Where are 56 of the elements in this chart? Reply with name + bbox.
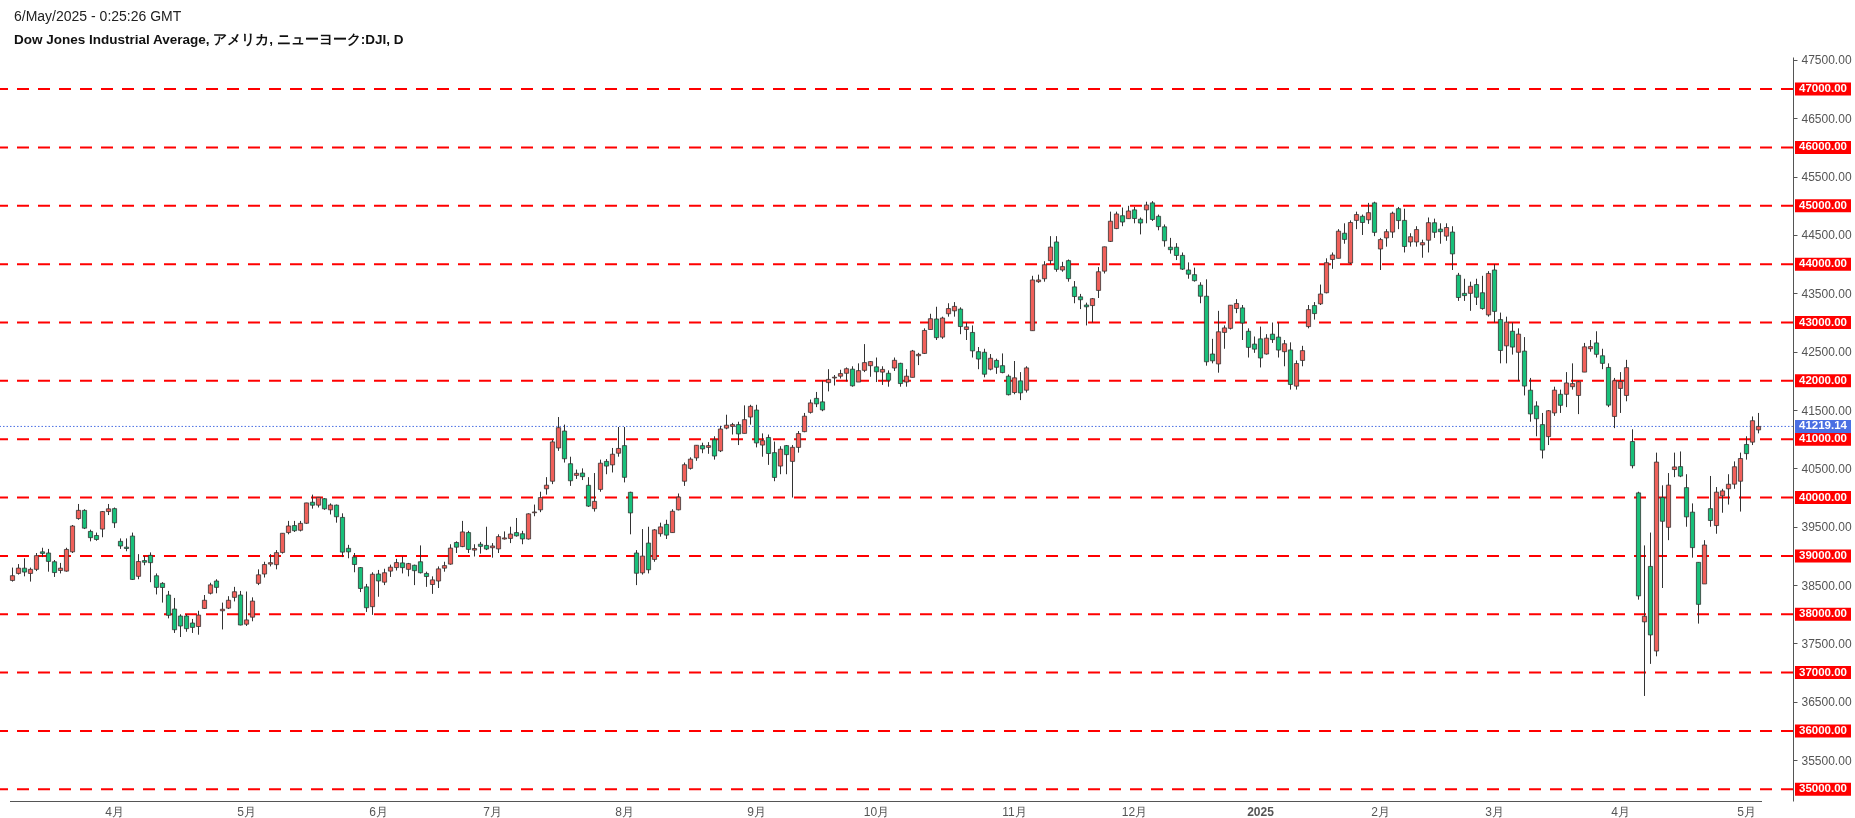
candlestick bbox=[220, 602, 225, 630]
x-tick-label: 2月 bbox=[1371, 804, 1390, 818]
ref-line-label: 47000.00 bbox=[1799, 82, 1847, 95]
ref-line-label: 35000.00 bbox=[1799, 782, 1847, 795]
candlestick bbox=[1300, 345, 1305, 367]
y-tick-label: 44500.00 bbox=[1801, 228, 1852, 243]
x-tick-label: 5月 bbox=[1737, 804, 1756, 818]
candlestick bbox=[1744, 435, 1749, 461]
x-tick-label: 9月 bbox=[747, 804, 766, 818]
y-tick-label: 40500.00 bbox=[1801, 461, 1852, 476]
x-tick-label: 8月 bbox=[615, 804, 634, 818]
y-tick-label: 38500.00 bbox=[1801, 578, 1852, 593]
ref-line-label: 43000.00 bbox=[1799, 315, 1847, 328]
ref-line-label: 41000.00 bbox=[1799, 432, 1847, 445]
x-tick-label: 3月 bbox=[1485, 804, 1504, 818]
y-tick-label: 46500.00 bbox=[1801, 111, 1852, 126]
ref-line-label: 45000.00 bbox=[1799, 198, 1847, 211]
ref-line-label: 36000.00 bbox=[1799, 723, 1847, 736]
candlestick bbox=[1042, 260, 1047, 283]
text: 6/May/2025 - 0:25:26 GMT bbox=[14, 8, 182, 24]
ref-line-label: 44000.00 bbox=[1799, 257, 1847, 270]
candlestick bbox=[826, 368, 831, 392]
x-tick-label: 6月 bbox=[369, 804, 388, 818]
ref-line-label: 37000.00 bbox=[1799, 665, 1847, 678]
y-tick-label: 42500.00 bbox=[1801, 345, 1852, 360]
ref-line-label: 38000.00 bbox=[1799, 607, 1847, 620]
y-tick-label: 39500.00 bbox=[1801, 520, 1852, 535]
y-tick-label: 43500.00 bbox=[1801, 286, 1852, 301]
y-tick-label: 41500.00 bbox=[1801, 403, 1852, 418]
y-tick-label: 36500.00 bbox=[1801, 695, 1852, 710]
candlestick bbox=[628, 491, 633, 535]
y-tick-label: 35500.00 bbox=[1801, 753, 1852, 768]
ref-line-label: 42000.00 bbox=[1799, 373, 1847, 386]
x-tick-label: 11月 bbox=[1002, 804, 1027, 818]
y-tick-label: 37500.00 bbox=[1801, 636, 1852, 651]
x-tick-label: 5月 bbox=[237, 804, 256, 818]
ref-line-label: 39000.00 bbox=[1799, 548, 1847, 561]
y-tick-label: 45500.00 bbox=[1801, 170, 1852, 185]
y-tick-label: 47500.00 bbox=[1801, 53, 1852, 68]
ref-line-label: 46000.00 bbox=[1799, 140, 1847, 153]
chart-title: Dow Jones Industrial Average, アメリカ, ニューヨーク:DJI, D bbox=[14, 32, 404, 47]
ref-line-label: 40000.00 bbox=[1799, 490, 1847, 503]
candlestick bbox=[1378, 237, 1383, 271]
candlestick bbox=[250, 596, 255, 622]
candlestick bbox=[922, 327, 927, 355]
candlestick bbox=[1318, 284, 1323, 306]
x-tick-label: 2025 bbox=[1247, 804, 1275, 818]
x-tick-label: 10月 bbox=[863, 804, 890, 818]
candlestick bbox=[538, 491, 543, 513]
x-tick-label: 4月 bbox=[105, 804, 124, 818]
x-tick-label: 12月 bbox=[1121, 804, 1148, 818]
x-tick-label: 7月 bbox=[483, 804, 502, 818]
candlestick bbox=[1600, 348, 1605, 370]
candlestick bbox=[352, 552, 357, 573]
ref-line-label: 41219.14 bbox=[1799, 419, 1848, 432]
x-tick-label: 4月 bbox=[1611, 804, 1630, 818]
